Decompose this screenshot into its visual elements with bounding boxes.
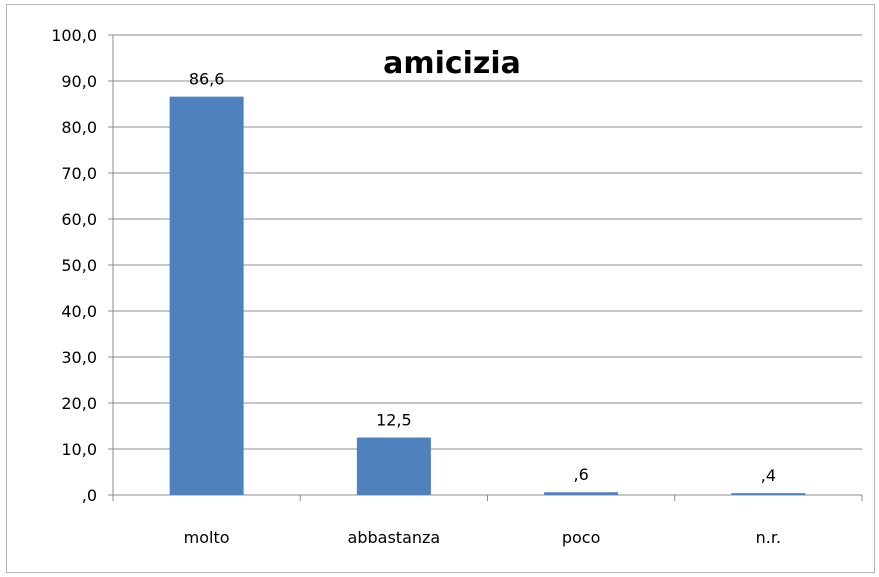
y-tick-label: 40,0 bbox=[61, 302, 97, 321]
y-tick-label: 30,0 bbox=[61, 348, 97, 367]
y-tick-label: ,0 bbox=[82, 486, 97, 505]
data-label: ,6 bbox=[573, 465, 588, 484]
chart-frame bbox=[6, 4, 875, 573]
x-tick-label: n.r. bbox=[756, 528, 781, 547]
labels: ,0 10,0 20,0 30,0 40,0 50,0 60,0 70,0 80,0 90,0 10… bbox=[51, 26, 781, 547]
data-label: ,4 bbox=[761, 466, 776, 485]
chart-title: amicizia bbox=[383, 46, 521, 81]
y-tick-label: 60,0 bbox=[61, 210, 97, 229]
x-tick-label: molto bbox=[184, 528, 230, 547]
y-tick-label: 90,0 bbox=[61, 72, 97, 91]
y-tick-label: 80,0 bbox=[61, 118, 97, 137]
data-label: 86,6 bbox=[189, 70, 225, 89]
y-tick-label: 100,0 bbox=[51, 26, 97, 45]
bars bbox=[169, 96, 806, 495]
x-tick-label: abbastanza bbox=[348, 528, 441, 547]
y-tick-label: 10,0 bbox=[61, 440, 97, 459]
bar-poco bbox=[544, 492, 619, 495]
y-tick-label: 70,0 bbox=[61, 164, 97, 183]
y-tick-label: 20,0 bbox=[61, 394, 97, 413]
bar-abbastanza bbox=[356, 437, 431, 495]
bar-n-r bbox=[731, 493, 806, 495]
y-tick-label: 50,0 bbox=[61, 256, 97, 275]
data-label: 12,5 bbox=[376, 411, 412, 430]
x-tick-label: poco bbox=[562, 528, 601, 547]
bar-molto bbox=[169, 96, 244, 495]
